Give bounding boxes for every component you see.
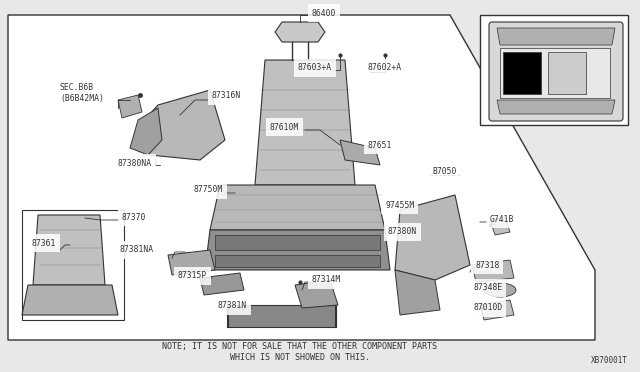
- Text: 97455M: 97455M: [385, 201, 414, 209]
- Polygon shape: [492, 25, 620, 118]
- Text: 87314M: 87314M: [312, 276, 341, 285]
- Text: 87380N: 87380N: [388, 228, 417, 237]
- Text: 87380NA: 87380NA: [118, 158, 152, 167]
- Text: 87381N: 87381N: [218, 301, 247, 311]
- Text: 87010D: 87010D: [473, 304, 502, 312]
- Text: 87750M: 87750M: [194, 186, 223, 195]
- Polygon shape: [140, 90, 225, 160]
- Polygon shape: [395, 270, 440, 315]
- Polygon shape: [275, 22, 325, 42]
- Bar: [215, 235, 380, 250]
- Text: B7050: B7050: [432, 167, 456, 176]
- Polygon shape: [480, 300, 514, 320]
- Text: 87610M: 87610M: [270, 122, 300, 131]
- Bar: [503, 52, 541, 94]
- Text: NOTE; IT IS NOT FOR SALE THAT THE OTHER COMPONENT PARTS
WHICH IS NOT SHOWED ON T: NOTE; IT IS NOT FOR SALE THAT THE OTHER …: [163, 342, 438, 362]
- Text: 87315P: 87315P: [178, 272, 207, 280]
- Text: 87348E: 87348E: [473, 283, 502, 292]
- Bar: [215, 255, 380, 267]
- Bar: [228, 305, 336, 327]
- Text: 87603+A: 87603+A: [298, 64, 332, 73]
- Polygon shape: [22, 285, 118, 315]
- Text: 87381NA: 87381NA: [120, 246, 154, 254]
- Polygon shape: [200, 273, 244, 295]
- Polygon shape: [497, 100, 615, 114]
- Text: 87651: 87651: [368, 141, 392, 150]
- Polygon shape: [33, 215, 105, 285]
- Text: 87316N: 87316N: [212, 92, 241, 100]
- Text: 87318: 87318: [475, 260, 499, 269]
- Ellipse shape: [484, 283, 516, 297]
- Bar: [500, 48, 610, 98]
- Polygon shape: [340, 140, 380, 165]
- Bar: [22, 210, 124, 320]
- FancyBboxPatch shape: [489, 22, 623, 121]
- Text: 87370: 87370: [122, 212, 147, 221]
- Polygon shape: [255, 60, 355, 185]
- Bar: [480, 15, 628, 125]
- Text: 87602+A: 87602+A: [368, 64, 402, 73]
- Polygon shape: [168, 250, 215, 275]
- Polygon shape: [490, 217, 510, 235]
- Polygon shape: [472, 260, 514, 282]
- Polygon shape: [395, 195, 470, 280]
- Text: SEC.B6B
(B6B42MA): SEC.B6B (B6B42MA): [60, 83, 104, 103]
- Polygon shape: [205, 230, 390, 270]
- Polygon shape: [118, 95, 142, 118]
- Polygon shape: [210, 185, 385, 230]
- Polygon shape: [295, 280, 338, 308]
- Text: 86400: 86400: [312, 9, 337, 17]
- Polygon shape: [497, 28, 615, 45]
- Text: 87361: 87361: [32, 238, 56, 247]
- Text: G741B: G741B: [490, 215, 515, 224]
- Text: XB70001T: XB70001T: [591, 356, 628, 365]
- Polygon shape: [130, 108, 162, 155]
- Polygon shape: [8, 15, 595, 340]
- Bar: [548, 52, 586, 94]
